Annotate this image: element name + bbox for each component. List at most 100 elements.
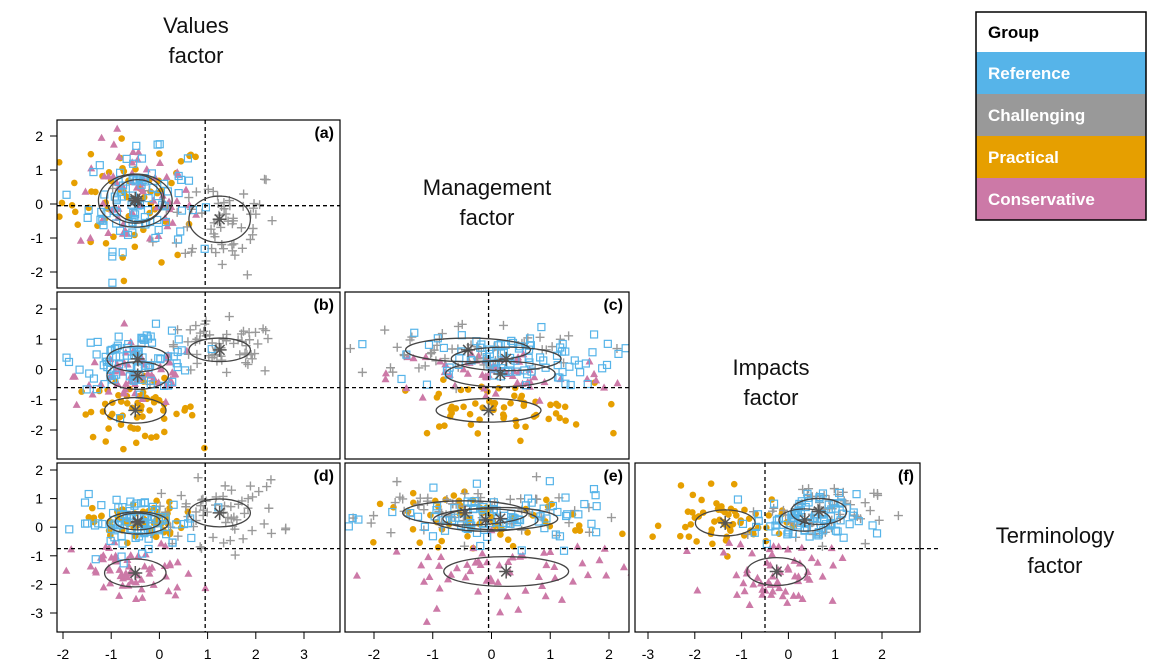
y-tick-label: 0 [35,362,43,378]
challenging-point [241,358,251,368]
reference-point [200,244,209,253]
conservative-point [120,389,129,397]
challenging-point [345,344,355,354]
reference-point [125,362,134,371]
practical-point [435,423,443,430]
challenging-point [184,193,194,203]
conservative-point [530,373,539,381]
panel-frame [634,462,921,633]
y-tick-label: -1 [31,548,44,564]
challenging-point [612,344,622,354]
reference-point [140,498,150,507]
practical-point [120,445,127,453]
challenging-point [357,367,367,377]
centroid-marker-reference [499,351,514,366]
conservative-point [693,586,702,594]
reference-point [128,228,137,237]
conservative-point [488,577,497,585]
challenging-point [263,334,273,344]
challenging-point [245,335,255,345]
conservative-point [121,379,130,387]
challenging-point [245,481,255,491]
reference-point [388,507,397,517]
y-tick-label: 2 [35,301,43,317]
reference-point [771,527,780,536]
conservative-point [483,558,492,566]
conservative-point [443,575,452,583]
challenging-point [769,503,779,513]
reference-point [506,359,515,368]
conservative-point [813,558,822,566]
reference-point [614,349,623,359]
confidence-ellipse-challenging [404,337,532,363]
conservative-point [381,369,390,377]
challenging-point [255,200,265,210]
reference-point [176,227,185,236]
conservative-point [435,561,444,569]
challenging-point [505,494,515,504]
reference-point [92,350,101,359]
reference-point [345,522,353,531]
practical-point [727,505,735,513]
y-tick-label: 1 [35,491,43,507]
challenging-point [405,335,415,345]
conservative-point [123,360,132,368]
conservative-point [127,577,136,585]
reference-point [819,526,828,535]
challenging-point [193,473,203,483]
reference-point [177,175,186,184]
challenging-point [250,349,260,359]
y-tick-label: 1 [35,331,43,347]
challenging-point [238,534,248,544]
reference-point [95,161,104,170]
challenging-point [232,515,242,525]
challenging-point [206,224,216,234]
conservative-point [115,591,124,599]
conservative-point [161,397,170,405]
challenging-point [798,484,808,494]
practical-point [689,491,697,499]
reference-point [100,379,109,389]
legend-border [975,11,1147,221]
conservative-point [538,581,547,590]
reference-point [576,368,585,377]
reference-point [466,518,475,528]
challenging-point [429,345,439,355]
conservative-point [91,566,100,574]
challenging-point [191,507,201,517]
conservative-point [466,566,475,575]
reference-point [432,502,442,511]
challenging-point [192,358,202,368]
practical-point [409,489,417,497]
reference-point [589,330,599,339]
practical-point [146,407,153,414]
reference-point [574,510,583,519]
practical-point [58,199,66,207]
reference-point [805,532,814,541]
challenging-point [261,326,271,336]
reference-point [472,479,481,488]
conservative-point [768,550,777,558]
confidence-ellipse-practical [114,512,161,531]
conservative-point [86,233,95,242]
conservative-point [106,579,115,587]
conservative-point [619,563,628,571]
reference-point [65,525,74,534]
challenging-point [181,502,191,512]
reference-point [99,361,108,370]
conservative-point [740,587,749,595]
reference-point [429,483,438,492]
legend-title-cell [976,12,1146,52]
practical-point [544,503,552,510]
conservative-point [157,365,166,373]
x-tick-label: -3 [642,646,655,662]
conservative-point [745,600,754,608]
conservative-point [90,358,99,366]
reference-point [562,511,571,521]
conservative-point [165,358,174,366]
confidence-ellipse-reference [442,506,559,531]
conservative-point [126,337,135,346]
reference-point [177,346,186,355]
reference-point [428,532,438,541]
reference-point [143,205,153,215]
